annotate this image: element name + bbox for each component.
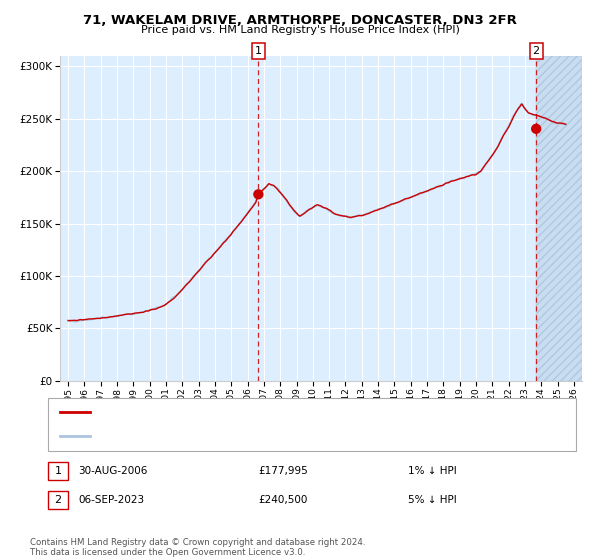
Text: 30-AUG-2006: 30-AUG-2006 — [78, 466, 148, 476]
Point — [532, 124, 541, 133]
Bar — [536, 56, 582, 381]
Text: £240,500: £240,500 — [258, 495, 307, 505]
Text: 71, WAKELAM DRIVE, ARMTHORPE, DONCASTER, DN3 2FR (detached house): 71, WAKELAM DRIVE, ARMTHORPE, DONCASTER,… — [96, 408, 471, 418]
Text: 1: 1 — [55, 466, 61, 476]
Text: 2: 2 — [533, 46, 540, 56]
Text: 5% ↓ HPI: 5% ↓ HPI — [408, 495, 457, 505]
Text: Contains HM Land Registry data © Crown copyright and database right 2024.
This d: Contains HM Land Registry data © Crown c… — [30, 538, 365, 557]
Text: 71, WAKELAM DRIVE, ARMTHORPE, DONCASTER, DN3 2FR: 71, WAKELAM DRIVE, ARMTHORPE, DONCASTER,… — [83, 14, 517, 27]
Point — [254, 190, 263, 199]
Text: 06-SEP-2023: 06-SEP-2023 — [78, 495, 144, 505]
Text: 1% ↓ HPI: 1% ↓ HPI — [408, 466, 457, 476]
Text: 1: 1 — [255, 46, 262, 56]
Text: £177,995: £177,995 — [258, 466, 308, 476]
Text: 2: 2 — [55, 495, 61, 505]
Text: HPI: Average price, detached house, Doncaster: HPI: Average price, detached house, Donc… — [96, 431, 327, 441]
Text: Price paid vs. HM Land Registry's House Price Index (HPI): Price paid vs. HM Land Registry's House … — [140, 25, 460, 35]
